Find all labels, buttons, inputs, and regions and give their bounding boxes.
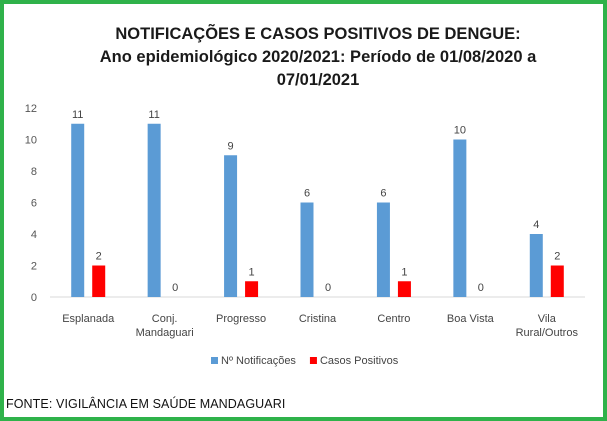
chart-title-line-2: Ano epidemiológico 2020/2021: Período de… — [100, 48, 537, 66]
bar-positivos — [92, 265, 106, 297]
chart-title-line-1: NOTIFICAÇÕES E CASOS POSITIVOS DE DENGUE… — [115, 23, 520, 43]
y-tick-label: 12 — [25, 103, 37, 115]
bar-notificacoes — [147, 123, 161, 297]
y-tick-label: 2 — [31, 261, 37, 273]
data-label: 6 — [304, 188, 310, 200]
data-label: 1 — [401, 266, 407, 278]
x-tick-label: Vila — [538, 313, 557, 325]
legend: Nº Notificações Casos Positivos — [211, 355, 399, 367]
chart-title-line-3: 07/01/2021 — [277, 71, 360, 89]
x-tick-label: Conj. — [152, 313, 178, 325]
data-label: 11 — [72, 109, 83, 121]
x-tick-label: Cristina — [299, 313, 337, 325]
data-label: 6 — [380, 188, 386, 200]
data-label: 0 — [325, 282, 331, 294]
x-tick-label: Progresso — [216, 313, 266, 325]
data-label: 10 — [454, 125, 466, 137]
source-note: FONTE: VIGILÂNCIA EM SAÚDE MANDAGUARI — [6, 397, 286, 411]
x-axis: Esplanada Conj. Mandaguari Progresso Cristin… — [50, 296, 585, 339]
legend-label: Nº Notificações — [221, 355, 296, 367]
y-tick-label: 6 — [31, 198, 37, 210]
data-label: 2 — [96, 251, 102, 263]
x-tick-label: Boa Vista — [447, 313, 495, 325]
data-label: 4 — [533, 219, 539, 231]
data-label: 9 — [228, 140, 234, 152]
y-tick-label: 10 — [25, 135, 37, 147]
legend-swatch — [309, 357, 317, 364]
bar-notificacoes — [224, 155, 238, 297]
y-tick-label: 4 — [31, 229, 37, 241]
y-tick-label: 0 — [31, 292, 37, 304]
bar-positivos — [245, 281, 259, 297]
bar-notificacoes — [300, 202, 314, 297]
data-label: 0 — [478, 282, 484, 294]
bar-notificacoes — [529, 234, 543, 297]
data-label: 0 — [172, 282, 178, 294]
y-axis: 0 2 4 6 8 10 12 — [25, 103, 37, 304]
bar-notificacoes — [453, 139, 467, 297]
bar-positivos — [550, 265, 564, 297]
x-tick-label: Esplanada — [62, 313, 115, 325]
x-tick-label: Rural/Outros — [516, 327, 579, 339]
y-tick-label: 8 — [31, 166, 37, 178]
data-label: 2 — [554, 251, 560, 263]
data-label: 1 — [249, 266, 255, 278]
bar-positivos — [397, 281, 411, 297]
chart-title: NOTIFICAÇÕES E CASOS POSITIVOS DE DENGUE… — [100, 23, 537, 89]
bar-notificacoes — [71, 123, 85, 297]
data-label: 11 — [148, 109, 159, 121]
x-tick-label: Mandaguari — [136, 327, 194, 339]
x-tick-label: Centro — [377, 313, 410, 325]
legend-swatch — [211, 357, 218, 364]
legend-label: Casos Positivos — [320, 355, 399, 367]
bar-notificacoes — [376, 202, 390, 297]
